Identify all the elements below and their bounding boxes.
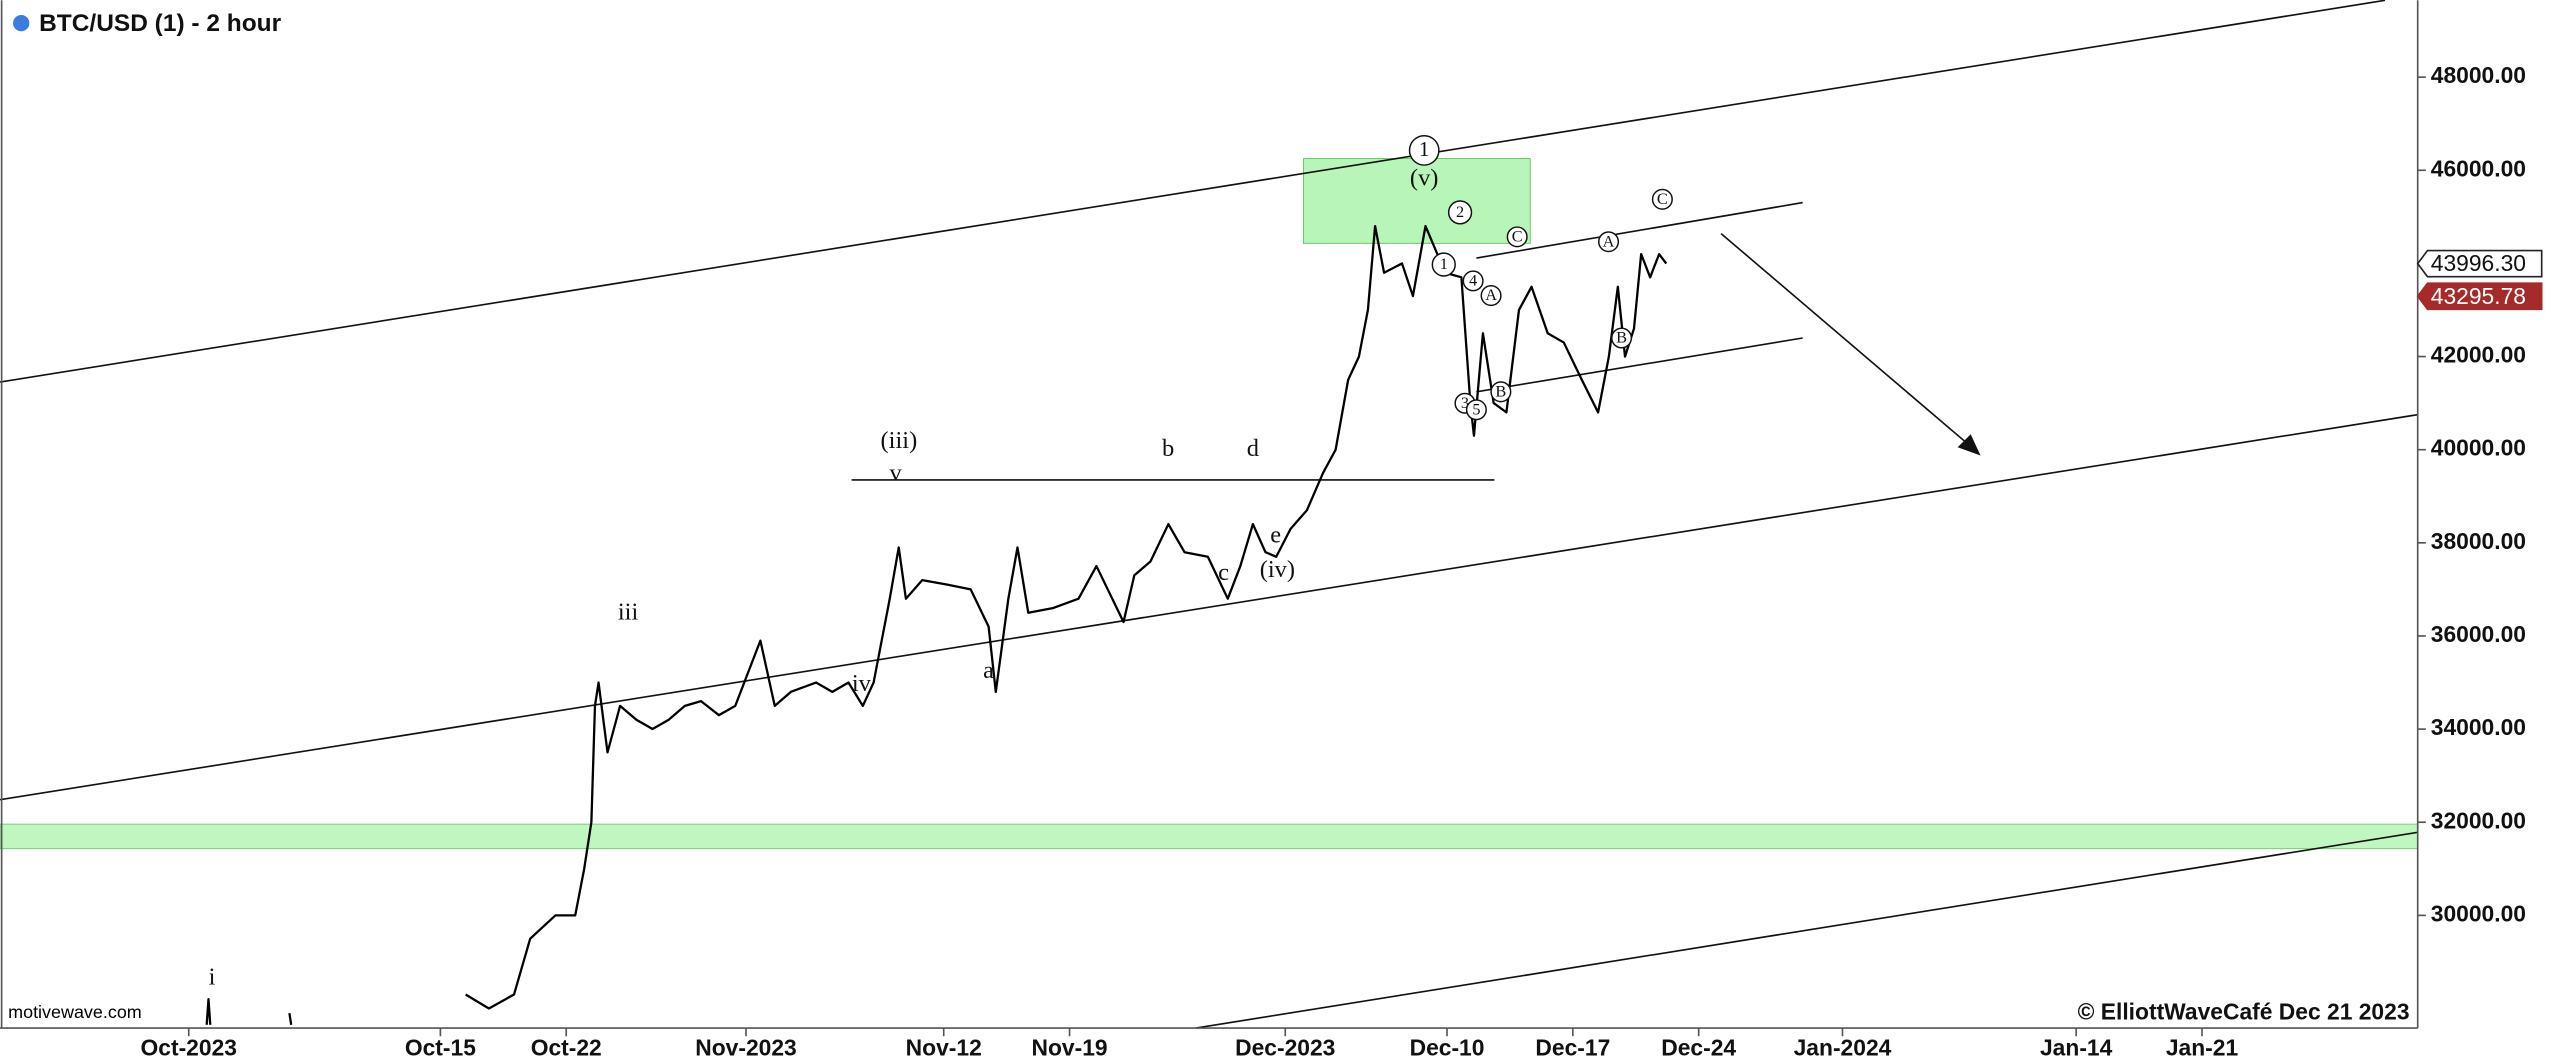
x-tick-label: Nov-12 (906, 1034, 982, 1060)
x-tick-label: Dec-24 (1661, 1034, 1736, 1060)
y-tick-label: 30000.00 (2431, 900, 2526, 926)
wave-circle (1480, 285, 1502, 307)
y-tick-label: 36000.00 (2431, 621, 2526, 647)
y-tick-label: 34000.00 (2431, 714, 2526, 740)
circled-wave-label: 1 (1440, 254, 1448, 273)
x-tick-label: Nov-2023 (695, 1034, 797, 1060)
price-tag-label: 43996.30 (2431, 250, 2526, 276)
credit: © ElliottWaveCafé Dec 21 2023 (2078, 998, 2410, 1024)
y-tick-label: 48000.00 (2431, 62, 2526, 88)
y-tick-label: 32000.00 (2431, 807, 2526, 833)
x-tick-label: Dec-17 (1535, 1034, 1610, 1060)
y-tick-label: 46000.00 (2431, 155, 2526, 181)
y-tick-label: 40000.00 (2431, 435, 2526, 461)
circled-wave-label: B (1616, 328, 1627, 347)
x-tick-label: Dec-10 (1410, 1034, 1485, 1060)
channel-line (1195, 831, 2418, 1029)
price-line (205, 224, 1668, 1025)
channel-line (0, 413, 2418, 801)
wave-label: a (983, 657, 994, 684)
arrow-head (1957, 434, 1981, 456)
price-tag-label: 43295.78 (2431, 283, 2526, 309)
wave-label: e (1270, 522, 1281, 549)
wave-label: v (890, 460, 903, 487)
circled-wave-label: 2 (1456, 202, 1464, 221)
arrow (1720, 232, 1977, 452)
wave-label: iii (618, 598, 639, 625)
price-tag (2416, 249, 2543, 278)
channel-line (0, 0, 2386, 383)
circled-wave-label: 3 (1461, 393, 1469, 412)
x-tick-label: Jan-14 (2040, 1034, 2113, 1060)
wave-label: d (1247, 435, 1259, 462)
circled-wave-label: C (1657, 189, 1668, 208)
wave-label: (iv) (1260, 556, 1295, 583)
wave-circle (1408, 134, 1440, 166)
support-zone (0, 823, 2419, 850)
wave-label: (v) (1410, 164, 1439, 191)
wave-circle (1611, 327, 1633, 349)
x-tick-label: Oct-15 (405, 1034, 476, 1060)
circled-wave-label: 5 (1472, 399, 1480, 418)
wave-label: iv (852, 670, 872, 697)
channel-line (1476, 337, 1803, 393)
x-tick-label: Oct-2023 (141, 1034, 237, 1060)
x-tick-label: Jan-21 (2166, 1034, 2239, 1060)
wave-label: (iii) (881, 427, 918, 454)
circled-wave-label: A (1603, 231, 1615, 250)
channel-line (1476, 201, 1803, 259)
wave-label: c (1218, 559, 1229, 586)
wave-circle (1598, 231, 1620, 253)
wave-circle (1462, 270, 1484, 292)
source: motivewave.com (8, 1002, 142, 1022)
price-tag (2416, 282, 2543, 311)
wave-circle (1465, 399, 1487, 421)
circled-wave-label: C (1512, 226, 1523, 245)
x-tick-label: Jan-2024 (1794, 1034, 1892, 1060)
chart-title: BTC/USD (1) - 2 hour (39, 10, 281, 37)
wave-circle (1651, 188, 1673, 210)
supply-zone (1302, 158, 1531, 244)
trend-lines (0, 0, 2418, 1029)
wave-circle (1431, 252, 1456, 277)
y-tick-label: 42000.00 (2431, 342, 2526, 368)
wave-circle (1490, 381, 1512, 403)
x-tick-label: Oct-22 (531, 1034, 602, 1060)
wave-circle (1506, 226, 1528, 248)
circled-wave-label: 4 (1469, 270, 1477, 289)
x-tick-label: Nov-19 (1031, 1034, 1107, 1060)
wave-circle (1447, 200, 1473, 225)
symbol-dot (13, 14, 30, 32)
wave-label: i (209, 964, 216, 991)
circled-wave-label: 1 (1419, 137, 1430, 161)
y-tick-label: 38000.00 (2431, 528, 2526, 554)
circled-wave-label: B (1495, 381, 1506, 400)
x-tick-label: Dec-2023 (1235, 1034, 1335, 1060)
wave-label: b (1162, 435, 1174, 462)
circled-wave-label: A (1485, 285, 1497, 304)
